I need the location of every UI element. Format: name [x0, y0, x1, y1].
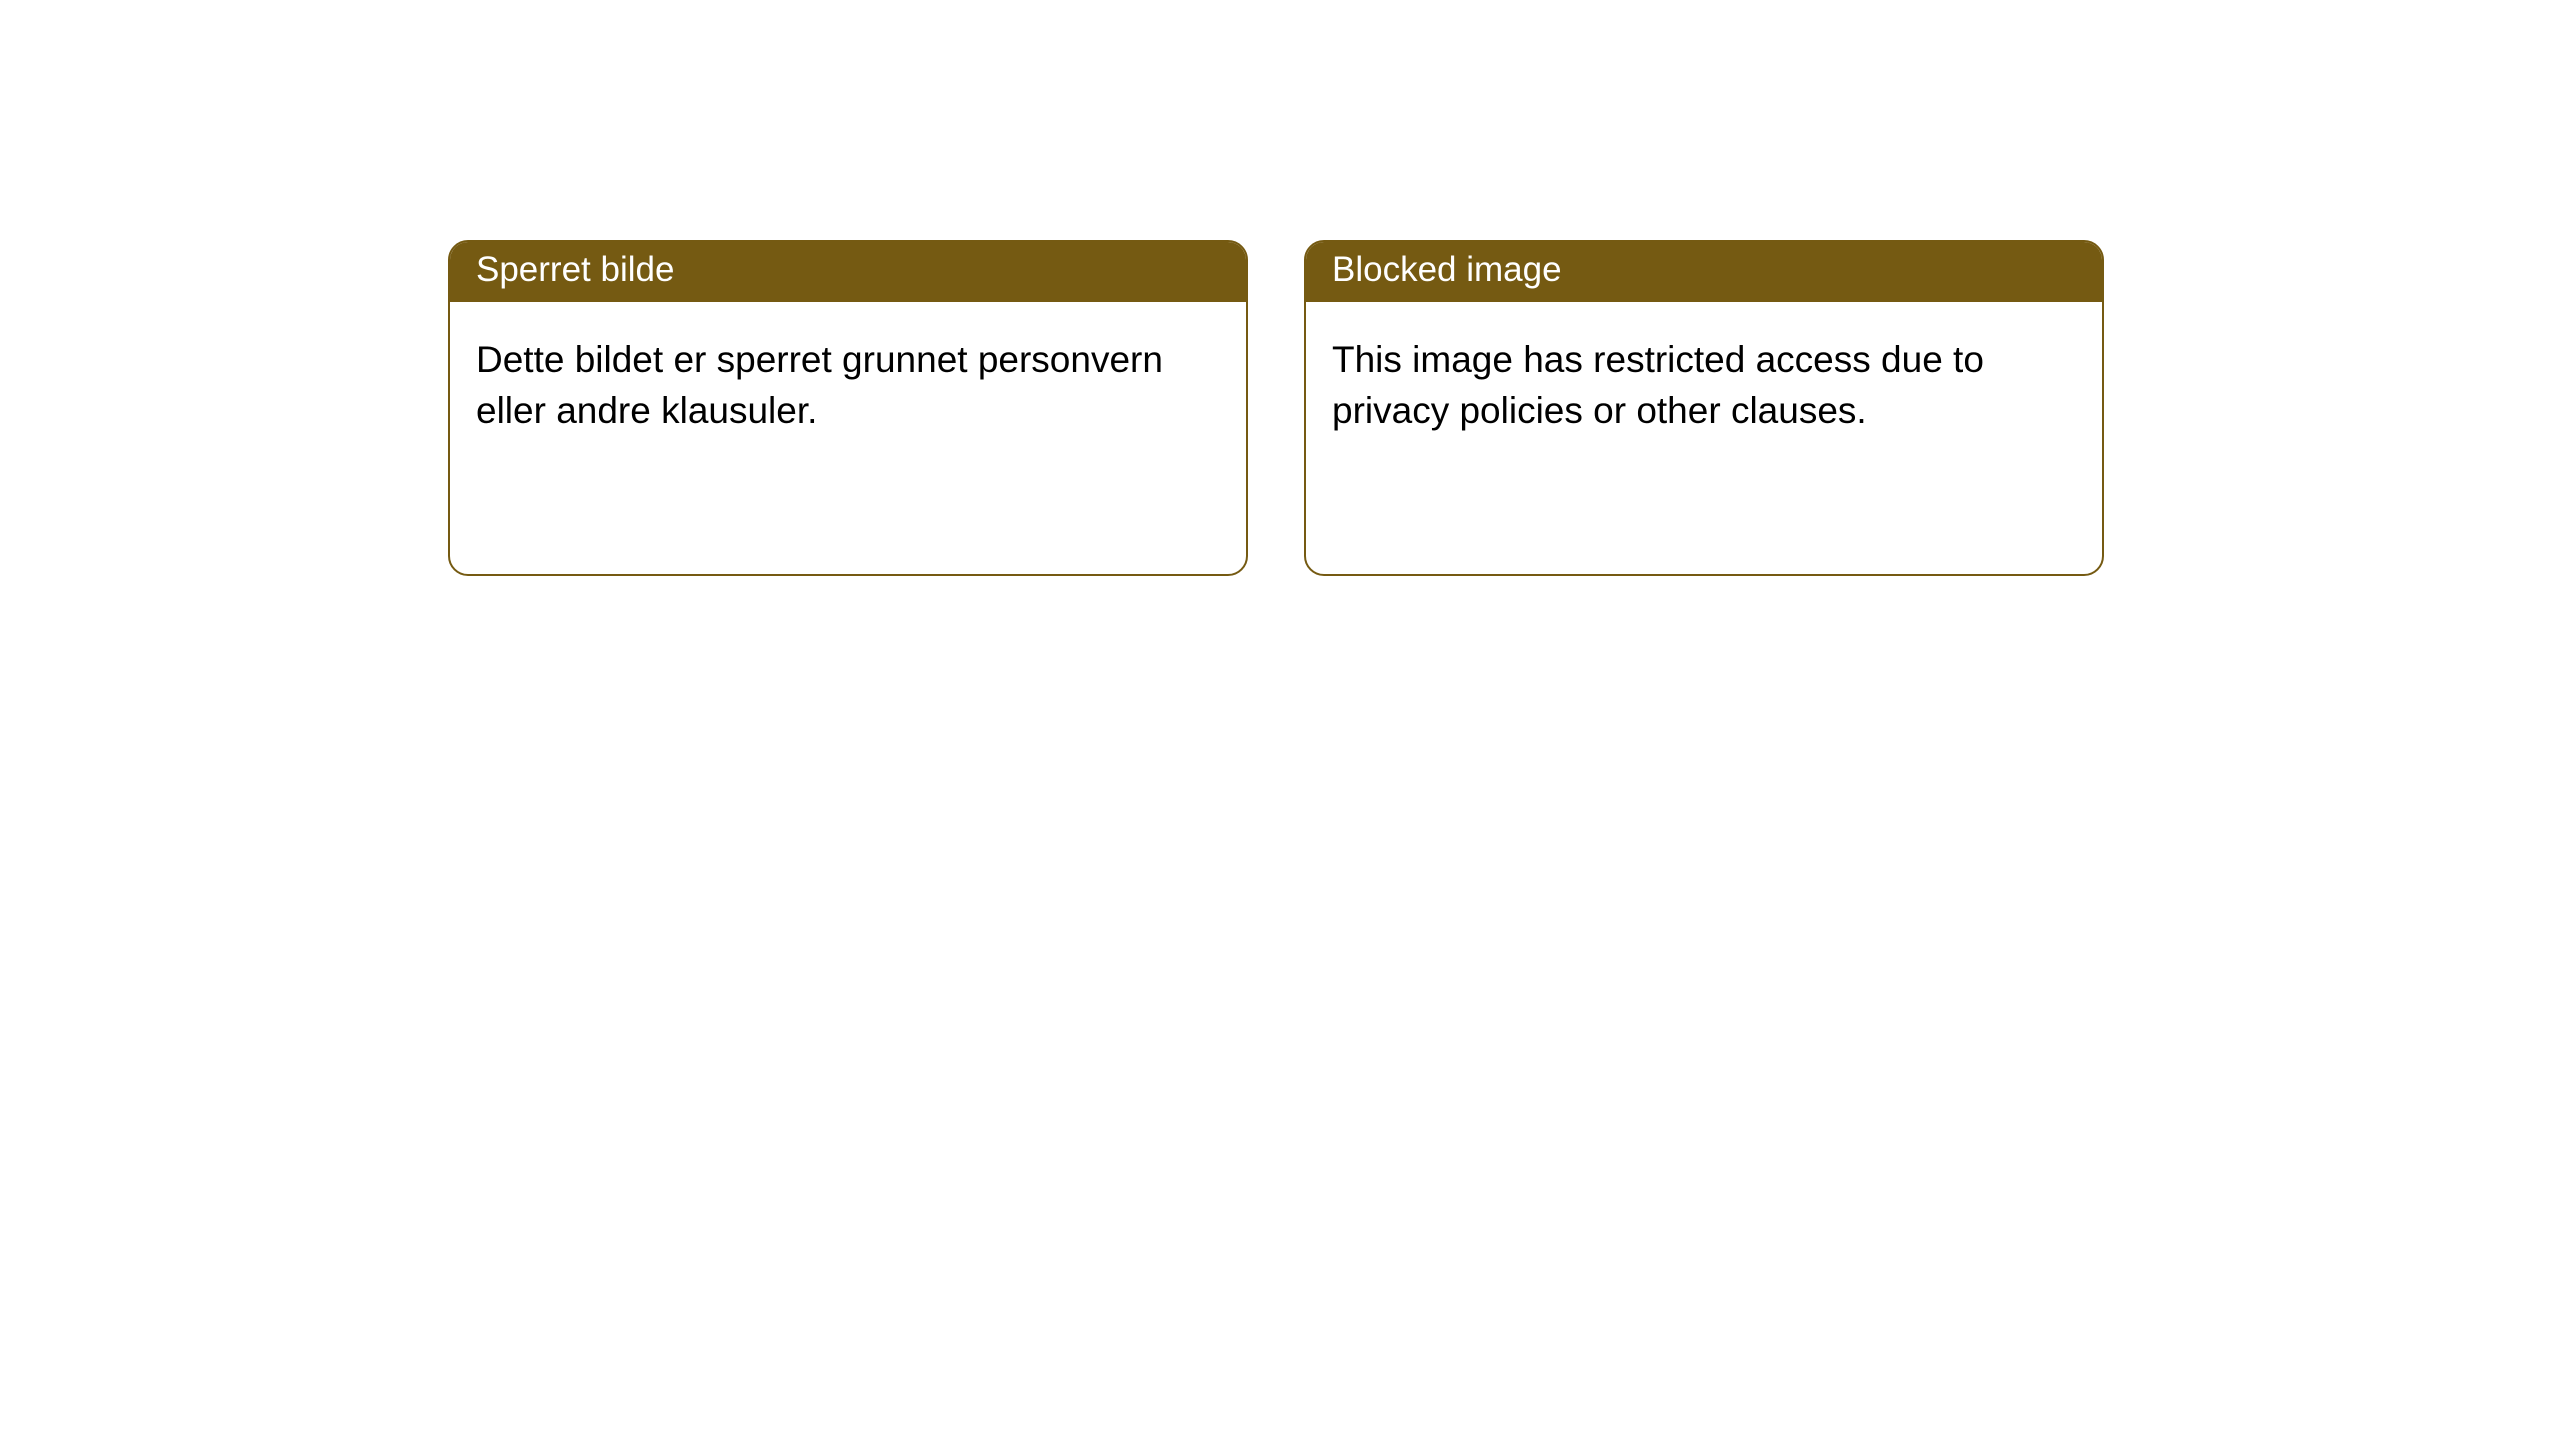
blocked-image-card-norwegian: Sperret bilde Dette bildet er sperret gr… [448, 240, 1248, 576]
blocked-image-card-english: Blocked image This image has restricted … [1304, 240, 2104, 576]
card-body-english: This image has restricted access due to … [1306, 302, 2102, 468]
card-message-english: This image has restricted access due to … [1332, 339, 1984, 431]
card-title-english: Blocked image [1332, 250, 1562, 290]
card-title-norwegian: Sperret bilde [476, 250, 674, 290]
notice-container: Sperret bilde Dette bildet er sperret gr… [0, 0, 2560, 576]
card-message-norwegian: Dette bildet er sperret grunnet personve… [476, 339, 1163, 431]
card-body-norwegian: Dette bildet er sperret grunnet personve… [450, 302, 1246, 468]
card-header-english: Blocked image [1306, 242, 2102, 302]
card-header-norwegian: Sperret bilde [450, 242, 1246, 302]
